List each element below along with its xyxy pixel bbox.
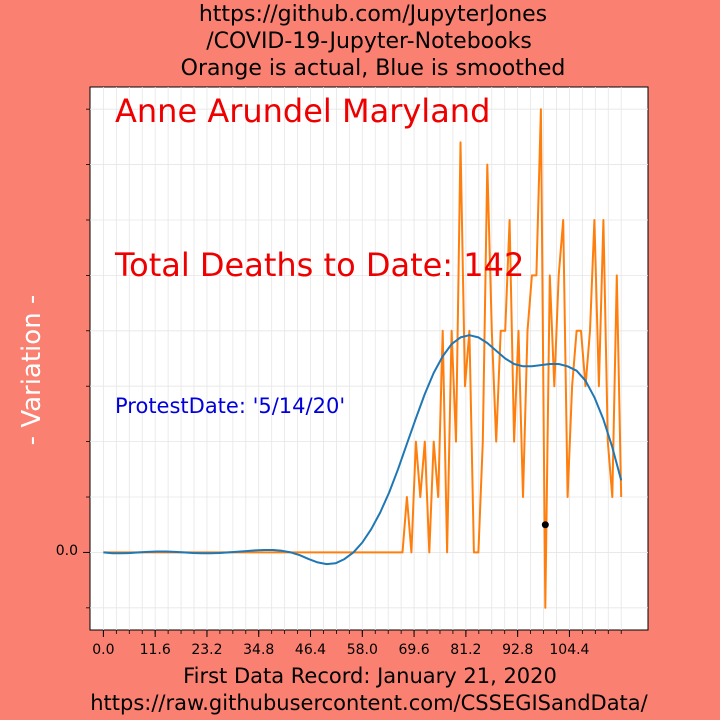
x-tick-label: 104.4 (549, 642, 589, 658)
x-tick-label: 92.8 (502, 642, 533, 658)
location-label: Anne Arundel Maryland (115, 92, 490, 130)
highlight-point (541, 521, 549, 529)
x-tick-label: 69.6 (399, 642, 430, 658)
grid-lines (90, 87, 648, 630)
total-deaths-label: Total Deaths to Date: 142 (114, 246, 524, 284)
x-tick-label: 46.4 (295, 642, 326, 658)
x-tick-label: 34.8 (243, 642, 274, 658)
x-tick-label: 81.2 (450, 642, 481, 658)
x-tick-label: 58.0 (347, 642, 378, 658)
x-tick-label: 23.2 (191, 642, 222, 658)
smoothed-series-line (103, 334, 623, 566)
x-axis-label-line-1: First Data Record: January 21, 2020 (183, 664, 557, 688)
protest-date-label: ProtestDate: '5/14/20' (115, 394, 345, 418)
title-line-3: Orange is actual, Blue is smoothed (181, 56, 566, 81)
title-line-1: https://github.com/JupyterJones (199, 2, 547, 27)
x-tick-label: 11.6 (140, 642, 171, 658)
title-line-2: /COVID-19-Jupyter-Notebooks (206, 29, 532, 54)
series-layer (103, 108, 623, 609)
x-tick-label: 0.0 (92, 642, 114, 658)
plot-area (89, 86, 649, 631)
x-axis-label-line-2: https://raw.githubusercontent.com/CSSEGI… (90, 691, 648, 715)
y-tick-label: 0.0 (56, 543, 78, 559)
axis-ticks: 0.0 11.6 23.2 34.8 46.4 58.0 69.6 81.2 92.8 104.4 (83, 108, 622, 658)
y-axis-label: - Variation - (17, 295, 47, 446)
